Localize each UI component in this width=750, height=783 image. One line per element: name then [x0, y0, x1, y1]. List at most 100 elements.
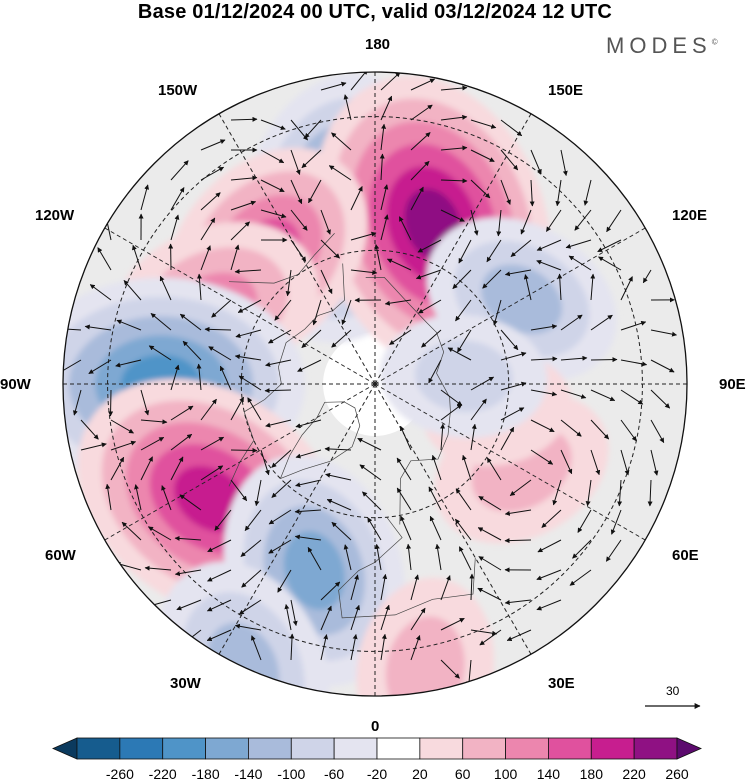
wind-arrow	[560, 149, 568, 176]
wind-arrow	[500, 119, 523, 137]
wind-arrow	[457, 329, 472, 353]
colorbar-bin	[633, 737, 678, 760]
wind-arrow	[196, 273, 202, 301]
wind-arrow	[140, 436, 165, 451]
wind-arrow	[606, 209, 622, 233]
wind-arrow	[477, 587, 502, 601]
wind-arrow	[520, 209, 532, 235]
wind-arrow	[235, 329, 262, 339]
wind-arrow	[121, 521, 142, 541]
brand-text: MODES	[606, 33, 712, 58]
colorbar-tick-label: -140	[234, 766, 263, 782]
wind-arrow	[297, 359, 322, 372]
wind-arrow	[590, 357, 618, 363]
wind-arrow	[440, 575, 451, 601]
wind-arrow	[230, 200, 257, 211]
wind-arrow	[88, 359, 112, 375]
wind-arrow	[410, 104, 433, 121]
wind-arrow	[289, 633, 295, 661]
wind-arrow	[545, 209, 562, 232]
wind-arrow	[455, 299, 472, 322]
wind-arrow	[398, 216, 412, 241]
wind-arrow	[500, 351, 527, 361]
coastline-segment	[365, 277, 451, 525]
wind-arrow	[320, 634, 329, 661]
wind-arrow	[350, 72, 368, 91]
wind-arrow	[555, 179, 562, 207]
colorbar-bin	[376, 737, 421, 760]
wind-arrow	[200, 166, 225, 181]
wind-arrow	[265, 419, 292, 428]
wind-arrow	[470, 149, 495, 162]
wind-arrow	[301, 149, 322, 169]
wind-arrow	[176, 599, 202, 611]
wind-arrow	[179, 494, 202, 511]
wind-arrow	[500, 149, 519, 171]
wind-arrow	[380, 633, 387, 661]
wind-arrow	[510, 239, 532, 257]
wind-arrow	[161, 485, 172, 511]
wind-arrow	[108, 389, 114, 417]
wind-arrow	[350, 574, 359, 601]
meridian-line	[104, 227, 376, 385]
wind-arrow	[406, 543, 412, 571]
wind-arrow	[284, 604, 292, 631]
wind-arrow	[200, 192, 221, 211]
wind-arrow	[500, 381, 527, 391]
wind-arrow	[477, 527, 502, 541]
wind-arrow	[557, 273, 563, 301]
wind-arrow	[617, 479, 623, 507]
wind-arrow	[320, 209, 331, 235]
colorbar-tick-label: -180	[191, 766, 220, 782]
wind-arrow	[144, 565, 172, 571]
wind-arrow	[331, 329, 352, 348]
colorbar-tick-label: -60	[323, 766, 345, 782]
colorbar-tick-label: 60	[454, 766, 471, 782]
colorbar-bin	[548, 737, 592, 760]
wind-arrow	[350, 269, 378, 275]
wind-arrow	[428, 359, 442, 384]
wind-arrow	[504, 538, 532, 544]
wind-arrow	[230, 479, 248, 502]
wind-arrow	[410, 574, 420, 601]
wind-arrow	[240, 539, 262, 557]
wind-arrow	[277, 569, 292, 593]
wind-arrow	[324, 446, 352, 452]
wind-arrow	[440, 178, 468, 184]
wind-arrow	[620, 389, 644, 405]
wind-arrow	[380, 95, 393, 121]
colorbar-bin	[462, 737, 506, 760]
map-title: Base 01/12/2024 00 UTC, valid 03/12/2024…	[137, 1, 613, 23]
wind-arrow	[238, 375, 262, 391]
colorbar-bin	[76, 737, 121, 760]
wind-arrow	[230, 221, 250, 241]
wind-arrow	[170, 214, 180, 241]
wind-arrow	[560, 314, 583, 331]
wind-arrow	[140, 389, 150, 416]
wind-arrow	[530, 449, 554, 465]
wind-arrow	[470, 209, 479, 236]
wind-arrow	[650, 389, 671, 409]
colorbar	[52, 737, 702, 760]
wind-arrow	[200, 465, 224, 481]
lon-label-0: 0	[371, 718, 380, 735]
wind-arrow	[560, 449, 573, 475]
wind-arrow	[343, 94, 352, 121]
wind-arrow	[294, 534, 322, 541]
wind-arrow	[271, 479, 292, 498]
wind-arrow	[230, 175, 258, 181]
wind-arrow	[590, 419, 610, 440]
wind-arrow	[244, 509, 262, 531]
wind-arrow	[486, 239, 502, 263]
coastline-segment	[338, 516, 476, 619]
wind-arrow	[290, 239, 307, 262]
wind-arrow	[80, 419, 99, 440]
wind-arrow	[374, 543, 382, 571]
wind-arrow	[598, 256, 622, 271]
wind-arrow	[560, 419, 582, 437]
wind-arrow	[396, 487, 412, 511]
wind-arrow	[380, 123, 387, 151]
wind-arrow	[341, 299, 352, 325]
wind-arrow	[350, 186, 363, 211]
wind-arrow	[410, 160, 430, 181]
